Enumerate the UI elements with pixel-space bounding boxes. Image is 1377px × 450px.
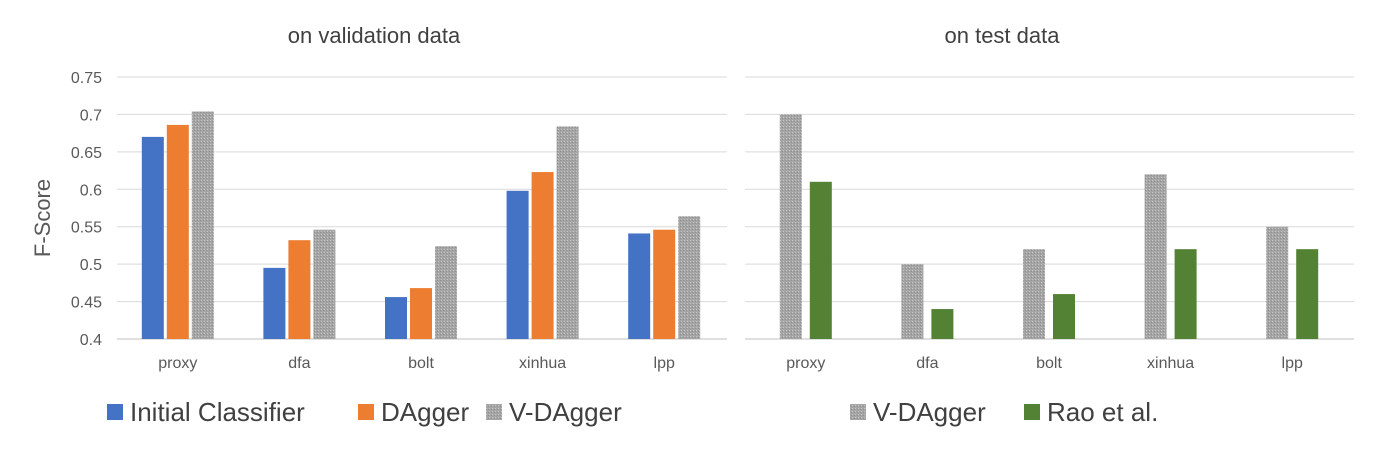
- y-tick-label: 0.55: [71, 220, 102, 237]
- bar-initial-classifier-dfa: [263, 267, 286, 339]
- chart-panel-validation: on validation data 0.4 0.45 0.5 0.55 0.6 0.65…: [71, 23, 727, 427]
- bar-rao-et-al-xinhua: [1174, 249, 1197, 339]
- y-tick-labels: 0.4 0.45 0.5 0.55 0.6 0.65 0.7 0.75: [71, 70, 102, 349]
- x-tick-label: xinhua: [519, 355, 566, 372]
- y-tick-label: 0.6: [80, 182, 102, 199]
- y-tick-label: 0.65: [71, 145, 102, 162]
- y-tick-label: 0.4: [80, 332, 102, 349]
- y-tick-label: 0.45: [71, 295, 102, 312]
- x-tick-label: dfa: [916, 355, 938, 372]
- legend-label: DAgger: [381, 397, 469, 427]
- legend-swatch: [850, 404, 866, 420]
- bar-dagger-xinhua: [531, 172, 554, 339]
- x-tick-label: lpp: [1282, 355, 1303, 372]
- legend-swatch: [1024, 404, 1040, 420]
- chart-title: on validation data: [288, 23, 461, 48]
- x-tick-label: bolt: [408, 355, 434, 372]
- bar-initial-classifier-proxy: [141, 136, 164, 339]
- bar-v-dagger-bolt: [435, 246, 457, 339]
- legend-label: Initial Classifier: [130, 397, 305, 427]
- bars: [779, 114, 1319, 339]
- bar-v-dagger-lpp: [1266, 226, 1289, 339]
- x-tick-labels: proxy dfa bolt xinhua lpp: [158, 355, 675, 372]
- x-tick-label: xinhua: [1147, 355, 1194, 372]
- x-tick-labels: proxy dfa bolt xinhua lpp: [786, 355, 1303, 372]
- bar-rao-et-al-dfa: [931, 309, 954, 339]
- legend-swatch: [358, 404, 374, 420]
- bar-v-dagger-dfa: [901, 264, 924, 339]
- bar-rao-et-al-lpp: [1296, 249, 1319, 339]
- bar-v-dagger-proxy: [779, 114, 802, 339]
- legend: Initial Classifier DAgger V-DAgger: [107, 397, 622, 427]
- bar-initial-classifier-lpp: [628, 233, 651, 339]
- bar-dagger-proxy: [166, 124, 189, 339]
- gridlines: [745, 76, 1354, 340]
- legend-label: Rao et al.: [1047, 397, 1158, 427]
- legend-label: V-DAgger: [873, 397, 986, 427]
- x-tick-label: proxy: [158, 355, 197, 372]
- bars: [141, 111, 701, 339]
- y-axis-label: F-Score: [30, 179, 55, 257]
- legend-swatch: [486, 404, 502, 420]
- bar-v-dagger-bolt: [1023, 249, 1045, 339]
- x-tick-label: proxy: [786, 355, 825, 372]
- bar-dagger-bolt: [410, 288, 432, 339]
- bar-initial-classifier-bolt: [385, 297, 407, 339]
- y-tick-label: 0.75: [71, 70, 102, 87]
- bar-initial-classifier-xinhua: [506, 190, 529, 339]
- bar-v-dagger-xinhua: [556, 126, 579, 339]
- bar-dagger-lpp: [653, 229, 676, 339]
- bar-dagger-dfa: [288, 240, 311, 339]
- bar-rao-et-al-proxy: [809, 181, 832, 339]
- y-tick-label: 0.7: [80, 107, 102, 124]
- gridlines: [117, 76, 727, 340]
- chart-title: on test data: [945, 23, 1061, 48]
- legend-swatch: [107, 404, 123, 420]
- legend: V-DAgger Rao et al.: [850, 397, 1158, 427]
- y-tick-label: 0.5: [80, 257, 102, 274]
- bar-rao-et-al-bolt: [1053, 294, 1075, 339]
- x-tick-label: dfa: [288, 355, 310, 372]
- chart-panel-test: on test data proxy dfa bolt xinhua lpp V-DAg…: [745, 23, 1354, 427]
- bar-v-dagger-lpp: [678, 216, 701, 339]
- bar-v-dagger-xinhua: [1144, 174, 1167, 339]
- x-tick-label: bolt: [1036, 355, 1062, 372]
- legend-label: V-DAgger: [509, 397, 622, 427]
- bar-v-dagger-proxy: [191, 111, 214, 339]
- bar-v-dagger-dfa: [313, 229, 336, 339]
- x-tick-label: lpp: [654, 355, 675, 372]
